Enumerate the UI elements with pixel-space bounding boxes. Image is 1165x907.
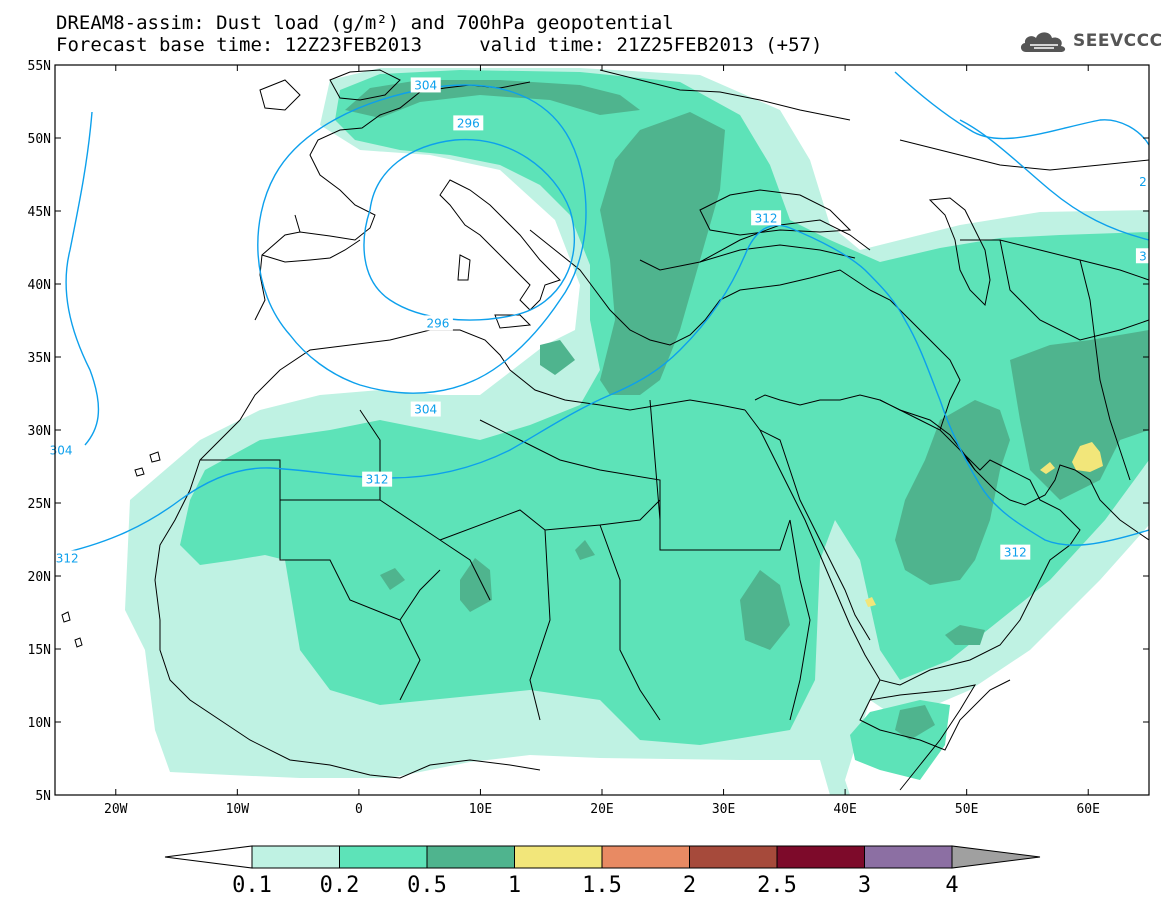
- lon-tick-label: 0: [355, 802, 363, 817]
- coastlines-and-borders: [61, 69, 1149, 791]
- colorbar-over-triangle: [951, 845, 1041, 869]
- contour-label: 3: [1139, 249, 1147, 263]
- lat-tick-label: 25N: [28, 497, 51, 512]
- lat-tick-label: 15N: [28, 643, 51, 658]
- dust-load-field: [125, 68, 1149, 795]
- colorbar-level-label: 0.1: [232, 873, 272, 898]
- contour-label-bg: [422, 315, 453, 331]
- lon-tick-label: 50E: [955, 802, 978, 817]
- colorbar-swatch: [689, 845, 778, 869]
- contour-label: 312: [755, 211, 778, 225]
- logo-text: SEEVCCC: [1073, 31, 1163, 51]
- contour-label: 304: [414, 403, 437, 417]
- contour-label-bg: [410, 401, 441, 417]
- contour-label-bg: [1135, 248, 1150, 264]
- colorbar: 0.1 0.2 0.5 1 1.5 2 2.5 3 4: [164, 845, 1041, 898]
- contour-label: 296: [426, 316, 449, 330]
- chart-subtitle-times: Forecast base time: 12Z23FEB2013 valid t…: [56, 34, 823, 56]
- lat-tick-label: 10N: [28, 716, 51, 731]
- contour-label: 312: [56, 551, 79, 565]
- lat-tick-label: 35N: [28, 351, 51, 366]
- contour-296: [363, 138, 575, 321]
- lon-tick-label: 30E: [712, 802, 735, 817]
- lat-tick-label: 30N: [28, 424, 51, 439]
- map-axes: 55N 50N 45N 40N 35N 30N 25N 20N 15N 10N 5N 20W 10W 0 1…: [28, 59, 1149, 817]
- lat-tick-label: 50N: [28, 132, 51, 147]
- colorbar-swatch: [251, 845, 340, 869]
- contour-label-bg: [46, 442, 77, 458]
- contour-label-bg: [1000, 544, 1031, 560]
- colorbar-swatch: [514, 845, 603, 869]
- dust-region-peak: [865, 442, 1103, 607]
- dust-region-high: [345, 80, 1149, 740]
- lon-tick-label: 40E: [833, 802, 856, 817]
- contour-312-south: [55, 224, 1149, 556]
- contour-label: 304: [414, 78, 437, 92]
- lon-tick-label: 20E: [590, 802, 613, 817]
- colorbar-level-label: 1.5: [582, 873, 622, 898]
- contour-304-north: [257, 84, 587, 394]
- colorbar-level-label: 1: [508, 873, 521, 898]
- colorbar-level-label: 0.5: [407, 873, 447, 898]
- chart-title: DREAM8-assim: Dust load (g/m²) and 700hP…: [56, 12, 674, 34]
- contour-label-bg: [52, 550, 83, 566]
- colorbar-level-label: 4: [945, 873, 958, 898]
- colorbar-level-label: 2: [683, 873, 696, 898]
- contour-label: 304: [50, 443, 73, 457]
- contour-label: 312: [366, 473, 389, 487]
- contour-label: 312: [1004, 546, 1027, 560]
- contour-label-bg: [1135, 173, 1150, 189]
- lon-tick-label: 60E: [1076, 802, 1099, 817]
- lat-tick-label: 20N: [28, 570, 51, 585]
- contour-304-east: [894, 71, 1149, 146]
- cloud-logo-icon: [1020, 32, 1066, 52]
- colorbar-level-label: 0.2: [320, 873, 360, 898]
- contour-label: 2: [1139, 175, 1147, 189]
- contour-304-west: [65, 111, 100, 446]
- colorbar-swatch: [426, 845, 515, 869]
- colorbar-swatch: [776, 845, 865, 869]
- contour-label-bg: [362, 471, 393, 487]
- contour-labels: 304 296 296 304 312 312 312 312 304 3 2: [46, 77, 1150, 566]
- colorbar-swatch: [864, 845, 953, 869]
- colorbar-under-triangle: [164, 845, 253, 869]
- colorbar-level-label: 2.5: [757, 873, 797, 898]
- contour-label-bg: [410, 77, 441, 93]
- lon-tick-label: 10W: [226, 802, 250, 817]
- lat-tick-label: 45N: [28, 205, 51, 220]
- colorbar-swatch: [601, 845, 690, 869]
- contour-label: 296: [457, 116, 480, 130]
- lon-tick-label: 20W: [104, 802, 128, 817]
- lat-tick-label: 55N: [28, 59, 51, 74]
- seevccc-logo: SEEVCCC: [1018, 28, 1163, 54]
- dust-region-medium: [180, 70, 1149, 780]
- colorbar-level-label: 3: [858, 873, 871, 898]
- colorbar-swatch: [339, 845, 428, 869]
- geopotential-contours: [55, 71, 1149, 556]
- contour-label-bg: [751, 210, 782, 226]
- lon-tick-label: 10E: [469, 802, 492, 817]
- lat-tick-label: 5N: [35, 789, 51, 804]
- lat-tick-label: 40N: [28, 278, 51, 293]
- contour-label-bg: [453, 115, 484, 131]
